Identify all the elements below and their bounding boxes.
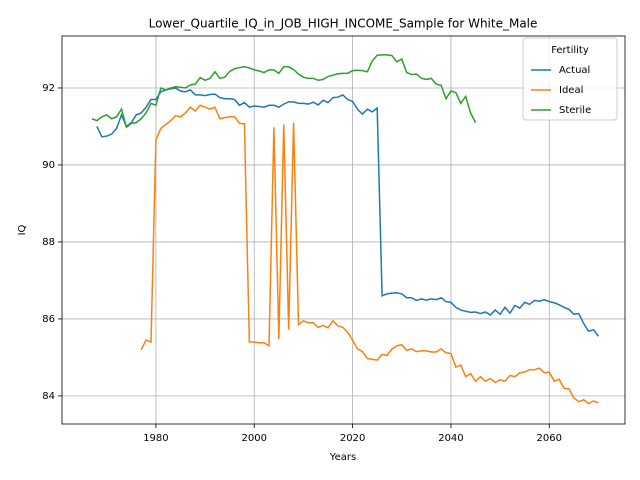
x-tick-label: 2060 [537,433,562,444]
y-axis-label: IQ [17,224,28,235]
legend-title: Fertility [551,45,589,56]
data-line [96,87,600,337]
y-tick-label: 84 [42,391,55,402]
x-axis-label: Years [329,452,356,463]
legend-label: Sterile [559,105,591,116]
x-tick-label: 1980 [143,433,168,444]
legend-label: Ideal [559,85,583,96]
x-tick-label: 2000 [242,433,267,444]
y-tick-label: 90 [42,160,55,171]
data-line [91,54,477,129]
legend-box [522,37,618,121]
x-tick-label: 2020 [340,433,365,444]
data-line [140,104,599,405]
legend-label: Actual [559,65,590,76]
y-tick-label: 92 [42,83,55,94]
y-tick-label: 88 [42,237,55,248]
x-tick-label: 2040 [438,433,463,444]
plot-frame [61,35,626,425]
chart-title: Lower_Quartile_IQ_in_JOB_HIGH_INCOME_Sam… [149,17,538,31]
y-tick-label: 86 [42,314,55,325]
